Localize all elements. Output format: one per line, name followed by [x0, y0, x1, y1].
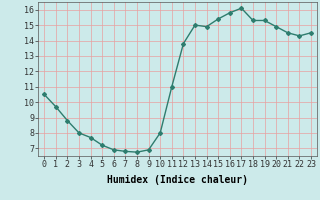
X-axis label: Humidex (Indice chaleur): Humidex (Indice chaleur): [107, 175, 248, 185]
